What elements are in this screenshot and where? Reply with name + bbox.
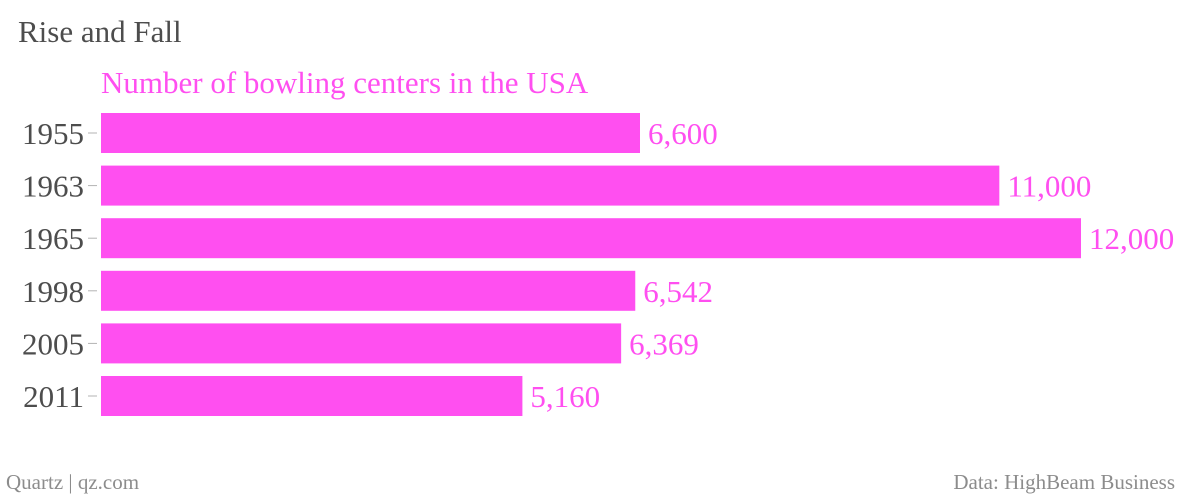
- value-label: 12,000: [1089, 221, 1174, 256]
- value-label: 6,369: [629, 326, 699, 361]
- category-label: 1955: [22, 116, 84, 151]
- category-label: 1963: [22, 169, 84, 204]
- bar: [101, 323, 622, 364]
- value-label: 6,600: [648, 116, 718, 151]
- value-label: 5,160: [530, 379, 600, 414]
- bar-group: 1955 6,600 1963 11,000 1965 12,000 1998 6,542 20…: [22, 113, 1174, 416]
- value-label: 6,542: [643, 274, 713, 309]
- source-credit: Quartz | qz.com: [6, 470, 139, 494]
- category-label: 1998: [22, 274, 84, 309]
- value-label: 11,000: [1007, 169, 1091, 204]
- data-source: Data: HighBeam Business: [953, 470, 1175, 494]
- chart-title: Rise and Fall: [18, 14, 182, 49]
- bar: [101, 270, 636, 311]
- bar: [101, 165, 1000, 206]
- category-label: 2005: [22, 326, 84, 361]
- bar: [101, 218, 1081, 259]
- category-label: 2011: [23, 379, 84, 414]
- bar: [101, 113, 640, 153]
- chart-subtitle: Number of bowling centers in the USA: [101, 65, 589, 100]
- bar: [101, 376, 523, 416]
- category-label: 1965: [22, 221, 84, 256]
